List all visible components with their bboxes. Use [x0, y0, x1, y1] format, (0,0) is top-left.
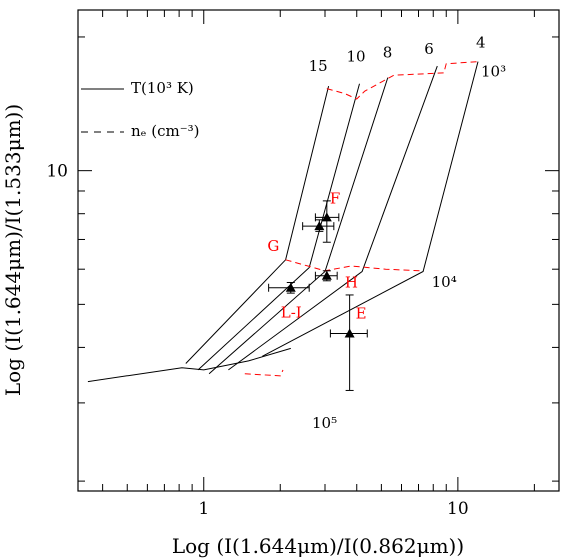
temperature-label-15: 15 [309, 57, 328, 75]
observation-point-F [321, 212, 332, 222]
observation-point-E [344, 328, 355, 338]
legend: T(10³ K) nₑ (cm⁻³) [81, 79, 200, 140]
observation-point-G [314, 221, 325, 231]
density-label-1e4: 10⁴ [432, 273, 457, 291]
density-label-1e5: 10⁵ [312, 414, 337, 432]
y-tick-label: 10 [46, 162, 68, 182]
temperature-curve-15 [185, 85, 330, 364]
x-axis-title: Log (I(1.644μm)/I(0.862μm)) [172, 534, 464, 558]
plot-frame [77, 9, 560, 492]
temperature-curve-6 [228, 65, 438, 371]
temperature-label-4: 4 [476, 34, 486, 52]
observations [268, 200, 368, 391]
observation-point-H [321, 270, 332, 280]
region-label-H: H [345, 274, 358, 292]
density-curve-segment [244, 369, 284, 377]
density-curve-10³ [326, 61, 479, 100]
region-label-F: F [330, 189, 340, 207]
region-label-G: G [267, 237, 279, 255]
temperature-curve-10 [197, 83, 360, 371]
temperature-label-8: 8 [383, 44, 393, 62]
temperature-density-grid [87, 61, 479, 383]
legend-temperature-text: T(10³ K) [131, 79, 194, 97]
temperature-label-6: 6 [424, 40, 434, 58]
curve-labels: 15 10 8 6 4 10³ 10⁴ 10⁵ F G H L-I E [267, 34, 506, 432]
observation-point-L-I [285, 282, 296, 292]
legend-density-text: nₑ (cm⁻³) [131, 122, 200, 140]
density-label-1e3: 10³ [481, 63, 506, 81]
x-tick-label: 10 [447, 499, 469, 519]
temperature-label-10: 10 [346, 48, 365, 66]
temperature-curve-8 [208, 77, 389, 375]
x-tick-label: 1 [198, 499, 209, 519]
low-density-locus [87, 347, 291, 383]
axis-ticks: 1 10 10 [46, 10, 559, 519]
region-label-L-I: L-I [281, 304, 302, 322]
y-axis-title: Log (I(1.644μm)/I(1.533μm)) [1, 104, 25, 396]
density-curves [244, 61, 479, 377]
region-label-E: E [356, 304, 367, 322]
density-curve-10⁴ [285, 259, 422, 272]
temperature-curve-4 [262, 61, 479, 357]
